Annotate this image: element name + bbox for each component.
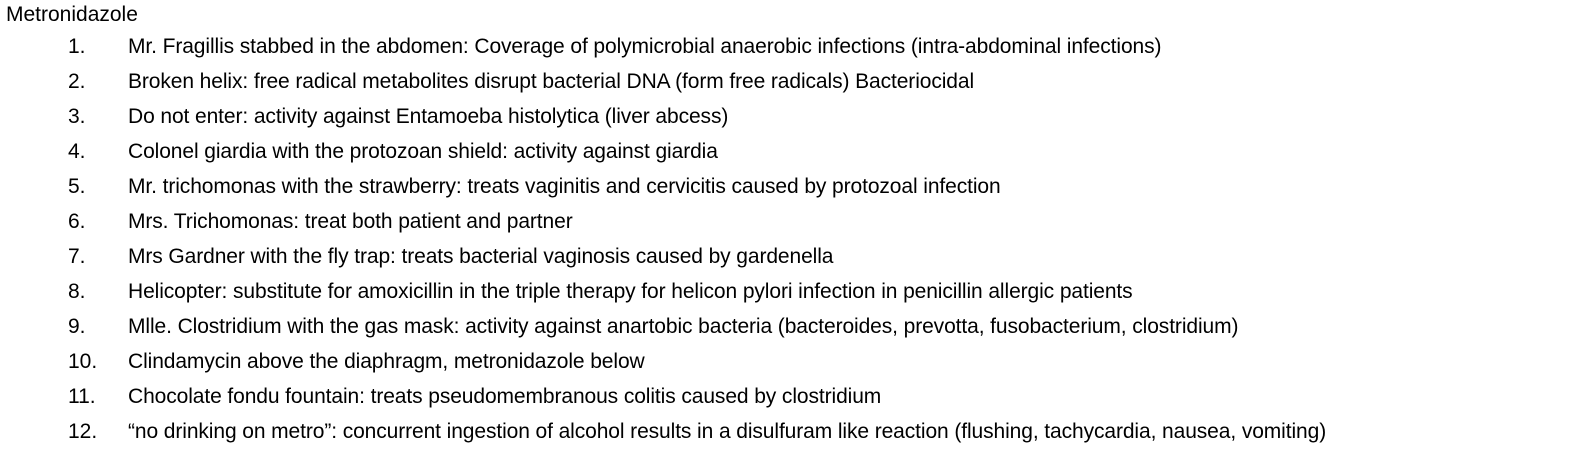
list-item-number: 6. xyxy=(68,210,86,233)
list-item-text: Mrs. Trichomonas: treat both patient and… xyxy=(128,210,573,233)
list-item-number: 5. xyxy=(68,175,86,198)
list-item-number: 8. xyxy=(68,280,86,303)
list-item-text: Broken helix: free radical metabolites d… xyxy=(128,70,975,93)
list-item-number: 2. xyxy=(68,70,86,93)
list-item-number: 1. xyxy=(68,35,86,58)
list-item-text: Mr. trichomonas with the strawberry: tre… xyxy=(128,175,1001,198)
list-item-number: 7. xyxy=(68,245,86,268)
list-item-text: Chocolate fondu fountain: treats pseudom… xyxy=(128,385,882,408)
list-item-text: Colonel giardia with the protozoan shiel… xyxy=(128,140,718,163)
list-item-text: Mrs Gardner with the fly trap: treats ba… xyxy=(128,245,834,268)
list-item-text: Helicopter: substitute for amoxicillin i… xyxy=(128,280,1133,303)
document-title: Metronidazole xyxy=(6,3,138,26)
list-item-number: 12. xyxy=(68,420,98,443)
list-item-text: Clindamycin above the diaphragm, metroni… xyxy=(128,350,645,373)
list-item-number: 3. xyxy=(68,105,86,128)
list-item-text: Mlle. Clostridium with the gas mask: act… xyxy=(128,315,1239,338)
list-item-number: 4. xyxy=(68,140,86,163)
list-item-number: 10. xyxy=(68,350,98,373)
list-item-text: “no drinking on metro”: concurrent inges… xyxy=(128,420,1327,443)
list-item-number: 11. xyxy=(68,385,96,408)
list-item-number: 9. xyxy=(68,315,86,338)
list-item-text: Mr. Fragillis stabbed in the abdomen: Co… xyxy=(128,35,1162,58)
list-item-text: Do not enter: activity against Entamoeba… xyxy=(128,105,729,128)
